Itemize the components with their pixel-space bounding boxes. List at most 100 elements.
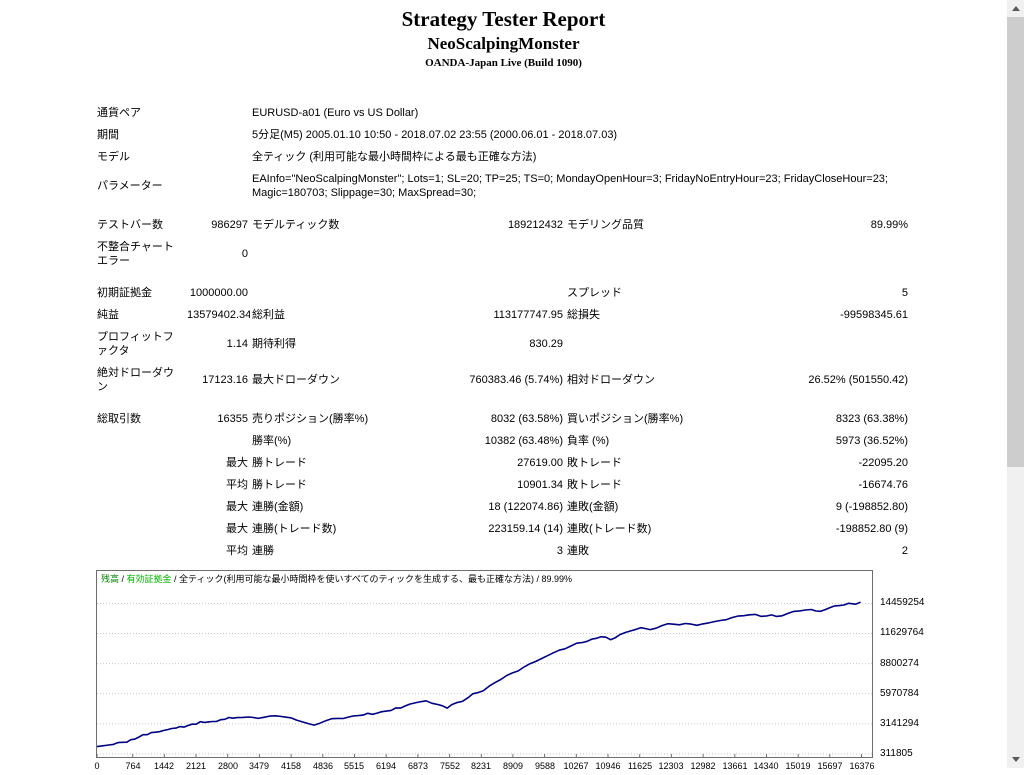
- scroll-down-button[interactable]: [1007, 751, 1024, 768]
- stat-value: 5: [901, 287, 909, 299]
- x-axis-label: 4158: [280, 761, 302, 771]
- scroll-up-button[interactable]: [1007, 0, 1024, 17]
- stat-value: [185, 430, 250, 452]
- stats-row: パラメーター EAInfo="NeoScalpingMonster"; Lots=…: [95, 168, 910, 204]
- y-axis-label: 8800274: [880, 658, 919, 669]
- stat-value: 18 (122074.86): [488, 501, 563, 513]
- stat-label: 連勝(金額): [252, 501, 304, 513]
- x-axis-label: 1442: [153, 761, 175, 771]
- balance-curve-svg: [97, 601, 872, 757]
- stat-value: 223159.14 (14): [488, 523, 563, 535]
- x-axis-label: 12982: [690, 761, 716, 771]
- stat-value: 830.29: [529, 338, 563, 350]
- stat-label: 敗トレード: [567, 479, 622, 491]
- stat-label: テストバー数: [97, 219, 163, 231]
- stat-value: 平均: [226, 479, 248, 491]
- stat-value: 27619.00: [517, 457, 563, 469]
- server-build: OANDA-Japan Live (Build 1090): [425, 57, 582, 69]
- stat-value: 最大: [226, 501, 248, 513]
- spacer-cell: [95, 272, 910, 282]
- stat-label: 5分足(M5) 2005.01.10 10:50 - 2018.07.02 23…: [252, 129, 618, 141]
- stat-label: 負率 (%): [567, 435, 610, 447]
- stat-value: 189212432: [507, 219, 563, 231]
- stat-label: プロフィットファクタ: [97, 331, 174, 357]
- stat-label: スプレッド: [567, 287, 622, 299]
- stat-label: [95, 452, 185, 474]
- stat-label: 連敗: [567, 545, 589, 557]
- legend-separator: /: [119, 574, 127, 584]
- x-axis-label: 7552: [439, 761, 461, 771]
- stat-label: [95, 540, 185, 562]
- stat-value: [410, 282, 565, 304]
- x-axis-label: 2800: [217, 761, 239, 771]
- stat-value: 8032 (63.58%): [490, 413, 563, 425]
- stat-label: [95, 496, 185, 518]
- balance-chart: 残高 / 有効証拠金 / 全ティック(利用可能な最小時間枠を使いすべてのティック…: [94, 570, 1007, 775]
- legend-balance-label: 残高: [101, 574, 120, 584]
- stat-value: [730, 326, 910, 362]
- chart-legend: 残高 / 有効証拠金 / 全ティック(利用可能な最小時間枠を使いすべてのティック…: [101, 574, 572, 585]
- stat-label: 総利益: [252, 309, 285, 321]
- stat-label: 相対ドローダウン: [567, 374, 655, 386]
- report-title: Strategy Tester Report: [401, 7, 606, 31]
- up-arrow-icon: [1011, 6, 1020, 11]
- x-axis-label: 15019: [785, 761, 811, 771]
- ea-name: NeoScalpingMonster: [427, 34, 580, 53]
- stat-label: 期間: [97, 129, 119, 141]
- y-axis-labels: 311805 3141294 5970784 8800274 11629764 14459…: [880, 571, 950, 759]
- stat-value: 0: [241, 248, 248, 260]
- stat-label: モデリング品質: [567, 219, 644, 231]
- stat-label: 不整合チャートエラー: [97, 241, 174, 267]
- y-axis-label: 11629764: [880, 627, 924, 638]
- stat-label: 勝率(%): [252, 435, 292, 447]
- spacer-cell: [95, 204, 910, 214]
- stat-value: 17123.16: [202, 374, 248, 386]
- stats-row: 平均 連勝 3 連敗 2: [95, 540, 910, 562]
- x-axis-label: 12303: [658, 761, 684, 771]
- stat-label: [565, 326, 730, 362]
- stat-label: 絶対ドローダウン: [97, 367, 174, 393]
- x-axis-label: 16376: [849, 761, 875, 771]
- spacer-row: [95, 398, 910, 408]
- stat-value: 5973 (36.52%): [835, 435, 909, 447]
- stat-label: [95, 518, 185, 540]
- stat-value: 13579402.34: [187, 309, 250, 321]
- stat-label: [95, 430, 185, 452]
- stats-table: 通貨ペア EURUSD-a01 (Euro vs US Dollar) 期間 5分足(…: [95, 102, 910, 562]
- stat-value: 1.14: [226, 338, 248, 350]
- stats-row: 最大 連勝(トレード数) 223159.14 (14) 連敗(トレード数) -19885…: [95, 518, 910, 540]
- scrollbar-thumb[interactable]: [1007, 17, 1024, 467]
- stats-row: プロフィットファクタ 1.14 期待利得 830.29: [95, 326, 910, 362]
- down-arrow-icon: [1011, 757, 1020, 762]
- stat-value: 16355: [217, 413, 248, 425]
- spacer-row: [95, 204, 910, 214]
- x-axis-label: 10946: [595, 761, 621, 771]
- x-axis-label: 764: [125, 761, 141, 771]
- stats-row: 最大 連勝(金額) 18 (122074.86) 連敗(金額) 9 (-198852.8…: [95, 496, 910, 518]
- x-axis-label: 10267: [563, 761, 589, 771]
- chart-plot-area: 残高 / 有効証拠金 / 全ティック(利用可能な最小時間枠を使いすべてのティック…: [96, 570, 873, 758]
- stat-value: 2: [901, 545, 909, 557]
- stat-label: 連敗(金額): [567, 501, 619, 513]
- x-axis-label: 6194: [375, 761, 397, 771]
- stats-row: 初期証拠金 1000000.00 スプレッド 5: [95, 282, 910, 304]
- stat-value: 26.52% (501550.42): [808, 374, 909, 386]
- vertical-scrollbar[interactable]: [1007, 0, 1024, 768]
- stat-label: 連勝(トレード数): [252, 523, 337, 535]
- stat-label: パラメーター: [97, 180, 163, 192]
- stat-label: モデルティック数: [252, 219, 340, 231]
- stat-value: 9 (-198852.80): [835, 501, 909, 513]
- stat-label: 買いポジション(勝率%): [567, 413, 684, 425]
- x-axis-label: 11625: [627, 761, 653, 771]
- stat-label: 勝トレード: [252, 457, 307, 469]
- stat-value: 1000000.00: [189, 287, 248, 299]
- x-axis-label: 2121: [185, 761, 207, 771]
- stats-row: 通貨ペア EURUSD-a01 (Euro vs US Dollar): [95, 102, 910, 124]
- stat-label: 売りポジション(勝率%): [252, 413, 369, 425]
- x-axis-label: 3479: [248, 761, 270, 771]
- stat-label: 連敗(トレード数): [567, 523, 652, 535]
- stat-value: -16674.76: [858, 479, 909, 491]
- scrollbar-track[interactable]: [1007, 17, 1024, 751]
- x-axis-label: 5515: [343, 761, 365, 771]
- stat-value: 3: [556, 545, 563, 557]
